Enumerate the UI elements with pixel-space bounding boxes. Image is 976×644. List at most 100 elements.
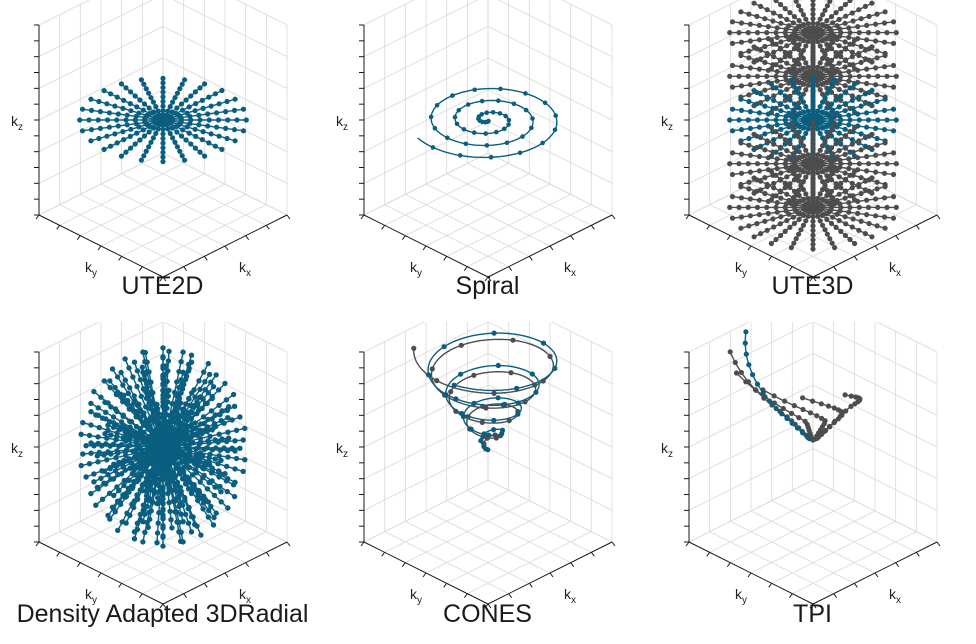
sample-point [765,210,771,216]
sample-point [163,363,169,369]
sample-point [218,489,224,495]
sample-point [756,22,762,28]
sample-point [777,188,783,194]
tick-mark [138,266,143,271]
sample-point [494,129,499,135]
sample-point [200,414,207,420]
sample-point [542,100,548,106]
sample-point [200,506,206,512]
sample-point [824,100,830,106]
sample-point [810,151,816,157]
sample-point [155,520,161,526]
sample-point [858,218,864,224]
sample-point [789,420,795,426]
sample-point [160,94,166,100]
sample-point [152,401,158,407]
sample-point [836,217,842,224]
sample-point [838,54,844,60]
sample-point [833,97,839,103]
sample-point [172,95,178,101]
sample-point [817,43,823,49]
sample-point [771,49,777,55]
sample-point [810,64,816,70]
sample-point [805,213,811,219]
axis-label-z-sub: z [343,449,348,460]
axis-label-z: kz [11,113,23,133]
trajectory [78,345,248,549]
sample-point [814,413,820,419]
sample-point [866,188,872,194]
sample-point [784,60,790,66]
sample-point [762,59,768,65]
sample-point [137,414,144,420]
sample-point [836,191,842,197]
sample-point [855,210,861,216]
trajectory-line [770,83,814,121]
sample-point [188,456,194,462]
sample-point [875,204,881,210]
sample-point [787,184,793,190]
sample-point [762,190,768,197]
sample-point [777,144,783,150]
sample-point [869,234,875,240]
sample-point [784,104,790,110]
sample-point [197,479,203,485]
sample-point [882,52,888,59]
trajectory-line [812,31,873,63]
sample-point [788,77,794,83]
sample-point [819,38,825,44]
panel-ute2d: kz ky kx UTE2D [0,0,325,322]
sample-point [101,378,108,384]
tick-mark [809,603,814,609]
tick-mark [915,225,920,230]
axis-label-x-sub: x [571,268,576,279]
sample-point [770,149,776,155]
sample-point [160,461,166,467]
sample-point [172,408,178,414]
sample-point [810,11,816,17]
sample-point [123,447,130,453]
panel-title: UTE2D [121,272,204,300]
sample-point [774,122,780,128]
sample-point [754,381,761,387]
sample-point [770,18,776,24]
sample-point [768,37,774,43]
sample-point [800,395,806,401]
sample-point [143,86,149,92]
sample-point [810,172,816,178]
sample-point [745,161,751,167]
sample-point [88,450,94,456]
sample-point [881,195,888,201]
sample-point [78,462,84,469]
trajectory-line [812,127,856,165]
sample-point [746,92,752,98]
axis-label-z-sub: z [668,122,673,133]
sample-point [160,345,166,351]
sample-point [172,139,178,145]
sample-point [770,105,776,111]
grid-line [363,0,415,26]
sample-point [873,196,879,202]
sample-point [169,125,175,131]
tick-mark [265,552,270,557]
sample-point [141,429,147,435]
sample-point [746,11,752,17]
sample-point [762,175,768,181]
sample-point [873,65,879,71]
sample-point [130,374,136,380]
sample-point [796,90,802,96]
sample-point [88,400,94,407]
sample-point [204,445,210,451]
sample-point [101,88,107,94]
sample-point [782,6,788,12]
sample-point [114,498,121,504]
trajectory-line [770,127,814,165]
sample-point [194,523,200,529]
trajectory [77,75,249,165]
sample-point [127,442,133,448]
sample-point [827,86,833,92]
sample-point [890,62,897,69]
sample-point [793,0,799,4]
trajectory-line [120,119,164,157]
sample-point [882,225,888,231]
